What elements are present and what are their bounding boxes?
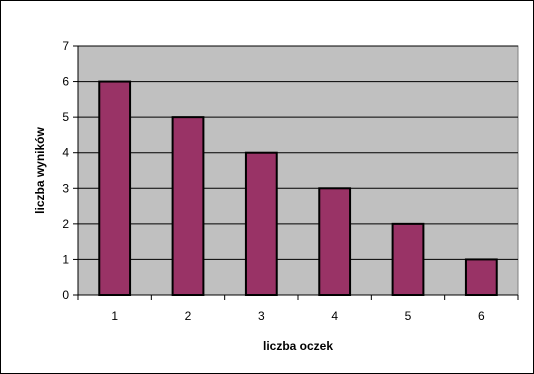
y-tick-label: 3: [62, 181, 69, 195]
axes: [73, 45, 519, 300]
x-tick-label: 6: [478, 309, 485, 323]
bar-6: [464, 258, 498, 296]
x-tick-label: 1: [111, 309, 118, 323]
bars: [98, 80, 498, 297]
bar-4: [318, 187, 352, 297]
bar-1: [98, 80, 132, 296]
x-tick-label: 3: [258, 309, 265, 323]
y-axis-title: liczba wyników: [33, 126, 47, 213]
y-tick-label: 2: [62, 217, 69, 231]
y-tick-label: 4: [62, 146, 69, 160]
bar-5: [391, 222, 425, 297]
x-tick-labels: 1 2 3 4 5 6: [111, 309, 485, 323]
x-tick-label: 2: [185, 309, 192, 323]
y-tick-label: 0: [62, 288, 69, 302]
gridlines: [78, 45, 518, 260]
x-axis-title: liczba oczek: [263, 339, 333, 353]
y-tick-label: 7: [62, 39, 69, 53]
bar-2: [171, 116, 205, 297]
bar-3: [244, 151, 278, 296]
y-tick-labels: 0 1 2 3 4 5 6 7: [62, 39, 69, 302]
y-tick-label: 1: [62, 252, 69, 266]
x-tick-label: 4: [331, 309, 338, 323]
y-tick-label: 6: [62, 75, 69, 89]
x-tick-label: 5: [405, 309, 412, 323]
y-tick-label: 5: [62, 110, 69, 124]
plot-area: [77, 45, 519, 296]
